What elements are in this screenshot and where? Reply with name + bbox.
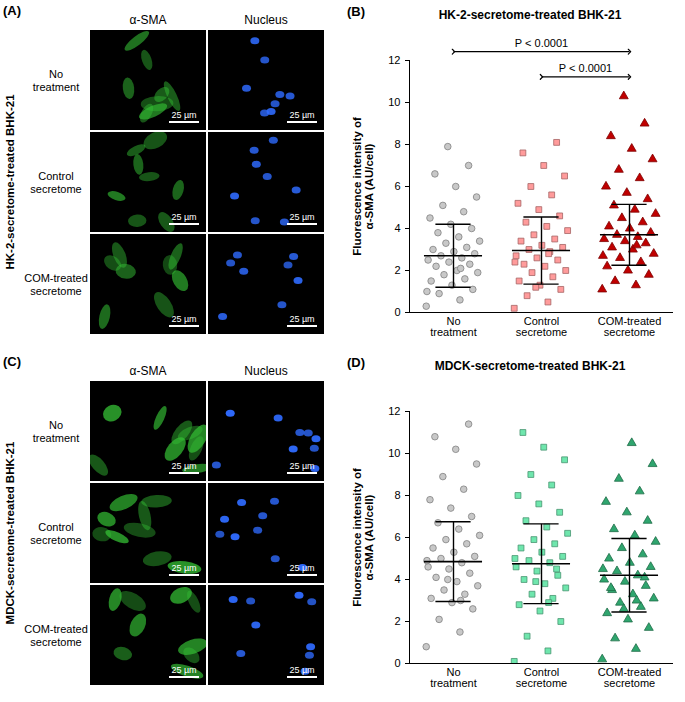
svg-text:8: 8 (394, 138, 400, 150)
html-text:(B): (B) (347, 4, 365, 19)
svg-text:25 µm: 25 µm (171, 665, 196, 675)
svg-text:Nucleus: Nucleus (244, 364, 287, 378)
svg-text:COM-treatedsecretome: COM-treatedsecretome (24, 272, 88, 297)
svg-text:(C): (C) (3, 354, 21, 369)
svg-text:25 µm: 25 µm (289, 665, 314, 675)
svg-text:25 µm: 25 µm (289, 563, 314, 573)
svg-text:Notreatment: Notreatment (430, 315, 476, 338)
html-text:(D): (D) (347, 355, 365, 370)
svg-text:4: 4 (394, 573, 400, 585)
svg-text:2: 2 (394, 615, 400, 627)
svg-text:Notreatment: Notreatment (430, 666, 476, 689)
svg-text:HK-2-secretome-treated BHK-21: HK-2-secretome-treated BHK-21 (4, 94, 16, 270)
svg-text:10: 10 (388, 447, 400, 459)
svg-text:Notreatment: Notreatment (33, 419, 79, 444)
svg-text:α-SMA: α-SMA (130, 13, 167, 27)
svg-text:2: 2 (394, 264, 400, 276)
html-text:MDCK-secretome-treated BHK-21: MDCK-secretome-treated BHK-21 (434, 359, 626, 373)
svg-text:25 µm: 25 µm (289, 110, 314, 120)
svg-text:12: 12 (388, 54, 400, 66)
svg-text:P < 0.0001: P < 0.0001 (515, 37, 568, 49)
svg-text:0: 0 (394, 657, 400, 669)
svg-text:25 µm: 25 µm (171, 461, 196, 471)
svg-text:COM-treatedsecretome: COM-treatedsecretome (24, 623, 88, 648)
svg-text:25 µm: 25 µm (171, 212, 196, 222)
svg-text:25 µm: 25 µm (289, 461, 314, 471)
svg-text:Controlsecretome: Controlsecretome (30, 521, 81, 546)
svg-text:25 µm: 25 µm (171, 563, 196, 573)
svg-text:MDCK-secretome-treated BHK-21: MDCK-secretome-treated BHK-21 (4, 441, 16, 624)
svg-text:25 µm: 25 µm (171, 314, 196, 324)
svg-text:P < 0.0001: P < 0.0001 (559, 62, 612, 74)
svg-text:10: 10 (388, 96, 400, 108)
svg-text:12: 12 (388, 405, 400, 417)
svg-text:6: 6 (394, 531, 400, 543)
svg-text:Fluorescence intensity ofα-SMA: Fluorescence intensity ofα-SMA (AU/cell) (351, 468, 375, 607)
svg-text:COM-treatedsecretome: COM-treatedsecretome (598, 666, 662, 689)
svg-text:25 µm: 25 µm (171, 110, 196, 120)
svg-text:0: 0 (394, 306, 400, 318)
svg-text:α-SMA: α-SMA (130, 364, 167, 378)
svg-text:Controlsecretome: Controlsecretome (516, 666, 567, 689)
svg-text:Controlsecretome: Controlsecretome (516, 315, 567, 338)
svg-text:4: 4 (394, 222, 400, 234)
svg-text:25 µm: 25 µm (289, 212, 314, 222)
svg-text:8: 8 (394, 489, 400, 501)
svg-text:(A): (A) (3, 3, 21, 18)
html-text:HK-2-secretome-treated BHK-21: HK-2-secretome-treated BHK-21 (438, 8, 622, 22)
svg-text:Controlsecretome: Controlsecretome (30, 170, 81, 195)
svg-text:Fluorescence intensity ofα-SMA: Fluorescence intensity ofα-SMA (AU/cell) (351, 117, 375, 256)
svg-text:COM-treatedsecretome: COM-treatedsecretome (598, 315, 662, 338)
svg-text:25 µm: 25 µm (289, 314, 314, 324)
svg-text:Notreatment: Notreatment (33, 68, 79, 93)
svg-text:6: 6 (394, 180, 400, 192)
svg-text:Nucleus: Nucleus (244, 13, 287, 27)
